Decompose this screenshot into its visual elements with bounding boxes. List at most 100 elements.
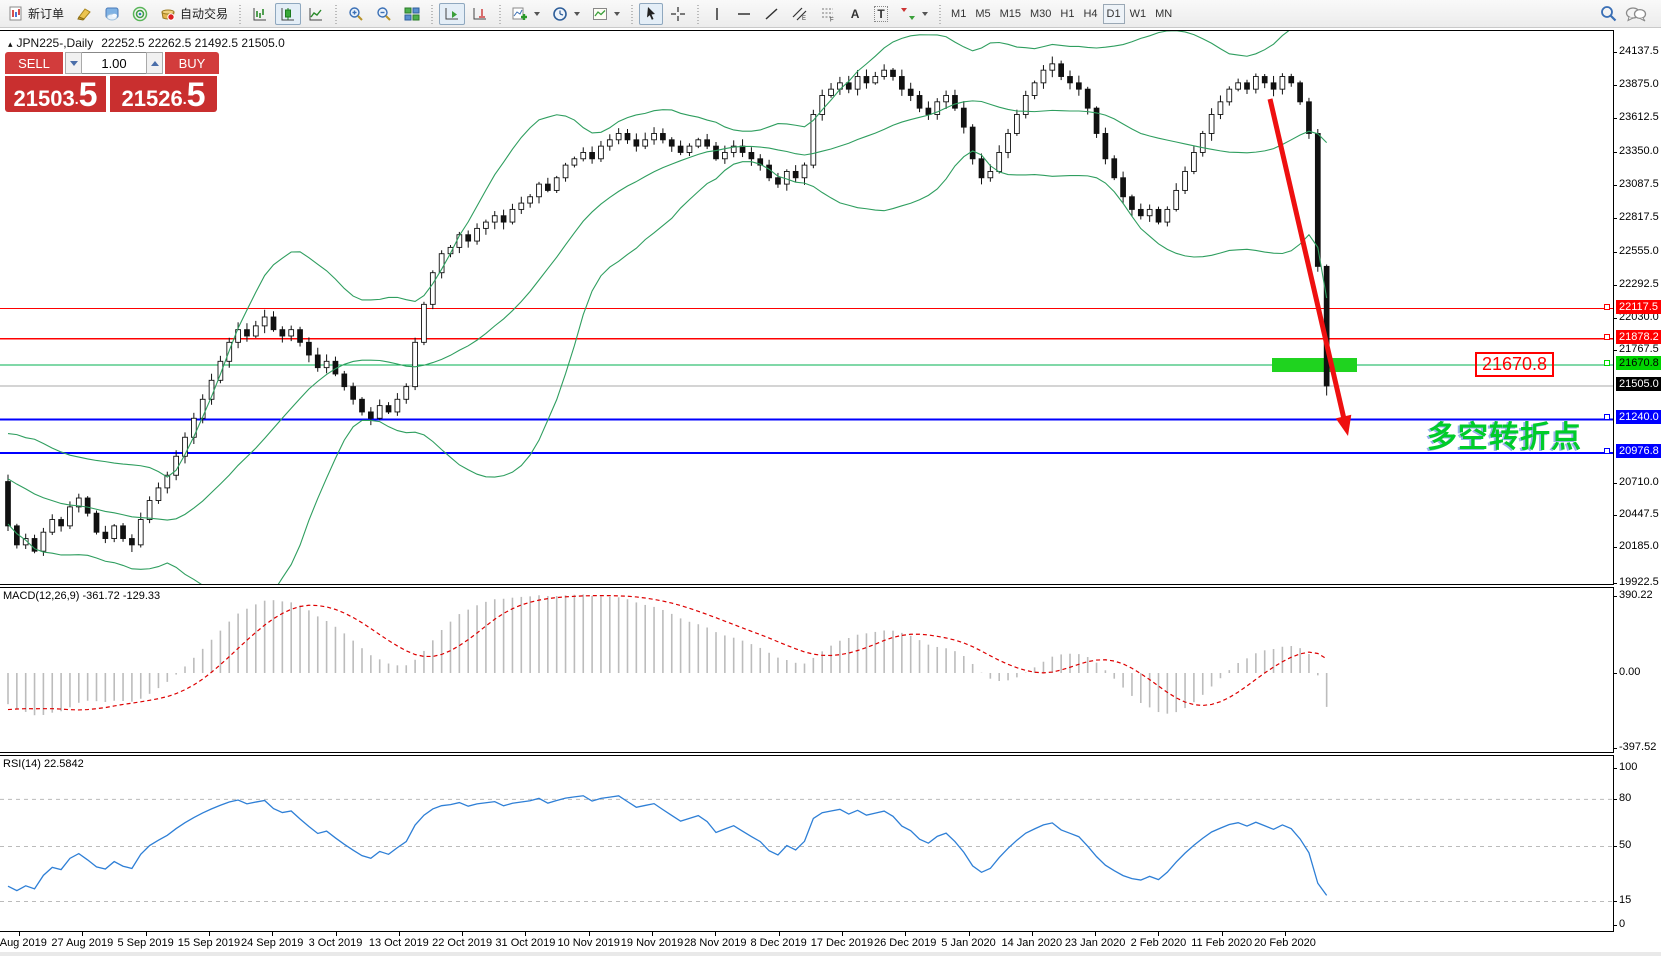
timeframe-w1[interactable]: W1 xyxy=(1129,7,1147,20)
axis-tick-mark xyxy=(1613,52,1617,53)
fibonacci-button[interactable]: F xyxy=(815,3,841,25)
timeframe-h4[interactable]: H4 xyxy=(1083,7,1098,20)
new-order-button[interactable]: 新订单 xyxy=(4,3,69,25)
date-tick-label: 3 Oct 2019 xyxy=(308,937,363,949)
arrows-button[interactable] xyxy=(895,3,933,25)
rsi-panel[interactable]: RSI(14) 22.5842 xyxy=(0,755,1614,932)
timeframe-h1[interactable]: H1 xyxy=(1060,7,1075,20)
axis-tick-mark xyxy=(1613,483,1617,484)
candle-body xyxy=(783,170,790,185)
macd-signal-line xyxy=(7,595,1327,711)
candle-body xyxy=(58,519,64,527)
price-line-label: 21505.0 xyxy=(1616,377,1661,391)
axis-tick-mark xyxy=(1613,799,1617,800)
main-chart-panel[interactable] xyxy=(0,30,1614,585)
support-highlight-rect xyxy=(1272,358,1357,373)
arrows-dropdown-arrow[interactable] xyxy=(922,11,929,16)
rsi-line xyxy=(7,795,1328,896)
timeframe-m1[interactable]: M1 xyxy=(951,7,967,20)
chat-icon[interactable] xyxy=(1625,6,1647,22)
zoom-in-button[interactable] xyxy=(343,3,369,25)
candle-body xyxy=(1067,76,1073,84)
autotrading-button[interactable]: 自动交易 xyxy=(155,3,233,25)
periods-button[interactable] xyxy=(547,3,585,25)
text-label-button[interactable]: T xyxy=(869,3,893,25)
axis-tick-mark xyxy=(1613,515,1617,516)
buy-price[interactable]: 21526 . 5 xyxy=(110,76,217,112)
candle-body xyxy=(1129,196,1135,210)
date-tick-mark xyxy=(145,932,147,936)
search-icon[interactable] xyxy=(1600,5,1617,22)
tile-windows-button[interactable] xyxy=(399,3,425,25)
axis-tick-mark xyxy=(1613,185,1617,186)
price-axis[interactable]: 24137.5 23875.0 23612.5 23350.0 23087.5 22817… xyxy=(1604,0,1661,956)
candle-body xyxy=(615,133,622,141)
candle-body xyxy=(199,398,206,419)
date-tick-label: 17 Dec 2019 xyxy=(810,937,874,949)
candle-body xyxy=(279,329,286,337)
candle-body xyxy=(748,152,755,160)
timeframe-m30[interactable]: M30 xyxy=(1030,7,1052,20)
autotrading-label: 自动交易 xyxy=(180,7,229,21)
candle-body xyxy=(129,538,135,546)
metaeditor-button[interactable] xyxy=(71,3,97,25)
bar-chart-mode-button[interactable] xyxy=(247,3,273,25)
line-anchor-square xyxy=(1604,334,1610,340)
templates-button[interactable] xyxy=(587,3,625,25)
candle-body xyxy=(1040,69,1047,84)
crosshair-button[interactable] xyxy=(665,3,691,25)
date-tick-label: 14 Jan 2020 xyxy=(1001,937,1063,949)
zoom-out-button[interactable] xyxy=(371,3,397,25)
line-chart-mode-button[interactable] xyxy=(303,3,329,25)
date-tick-mark xyxy=(778,932,780,936)
volume-increase-button[interactable] xyxy=(146,52,163,74)
indicators-button[interactable] xyxy=(507,3,545,25)
sell-button[interactable]: SELL xyxy=(5,52,63,74)
date-tick-mark xyxy=(462,932,464,936)
cursor-button[interactable] xyxy=(639,2,664,25)
candle-body xyxy=(412,341,418,388)
candle-body xyxy=(1235,82,1242,90)
indicators-dropdown-arrow[interactable] xyxy=(534,11,541,16)
trendline-button[interactable] xyxy=(759,3,785,25)
macd-panel[interactable]: MACD(12,26,9) -361.72 -129.33 xyxy=(0,587,1614,753)
buy-button[interactable]: BUY xyxy=(165,52,219,74)
sell-price[interactable]: 21503 . 5 xyxy=(5,76,106,112)
text-button[interactable]: A xyxy=(843,3,867,25)
timeframe-d1[interactable]: D1 xyxy=(1102,3,1125,24)
price-tick-label: 23087.5 xyxy=(1619,178,1659,190)
date-tick-mark xyxy=(652,932,653,936)
periods-dropdown-arrow[interactable] xyxy=(574,11,581,16)
candle-body xyxy=(244,329,250,337)
candle-body xyxy=(111,525,118,539)
candle-body xyxy=(571,158,578,166)
fibonacci-icon: F xyxy=(822,8,834,22)
signals-button[interactable] xyxy=(127,3,153,25)
volume-decrease-button[interactable] xyxy=(65,52,82,74)
chart-title: ▴ JPN225-,Daily 22252.5 22262.5 21492.5 21… xyxy=(8,36,285,50)
toolbar-separator xyxy=(237,2,244,25)
rsi-chart[interactable] xyxy=(0,756,1613,931)
price-tick-label: 24137.5 xyxy=(1619,45,1659,57)
vertical-line-button[interactable] xyxy=(705,3,729,25)
toolbar-separator xyxy=(695,2,702,25)
candle-body xyxy=(403,386,410,400)
equidistant-channel-button[interactable]: E xyxy=(787,3,813,25)
volume-input[interactable] xyxy=(82,52,146,74)
templates-dropdown-arrow[interactable] xyxy=(614,11,621,16)
macd-chart[interactable] xyxy=(0,588,1613,752)
chart-shift-button[interactable] xyxy=(467,3,493,25)
candle-body xyxy=(137,519,144,546)
candlestick-mode-button[interactable] xyxy=(275,2,302,25)
timeframe-m15[interactable]: M15 xyxy=(999,7,1021,20)
timeframe-mn[interactable]: MN xyxy=(1155,7,1173,20)
timeframe-m5[interactable]: M5 xyxy=(975,7,991,20)
candlestick-chart[interactable] xyxy=(0,31,1613,584)
auto-scroll-button[interactable] xyxy=(439,2,466,25)
horizontal-line-button[interactable] xyxy=(731,3,757,25)
candle-body xyxy=(686,145,693,153)
date-tick-label: 26 Dec 2019 xyxy=(873,937,937,949)
market-button[interactable] xyxy=(99,3,125,25)
candle-body xyxy=(722,152,728,160)
